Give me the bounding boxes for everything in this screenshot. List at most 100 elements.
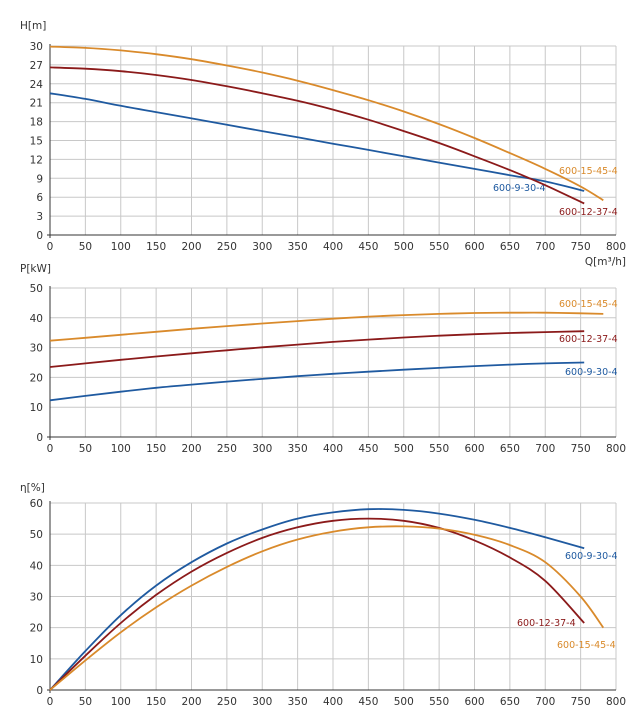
series-line-600-9-30-4 bbox=[49, 361, 585, 402]
series-label-600-9-30-4: 600-9-30-4 bbox=[565, 367, 618, 378]
x-tick-label: 0 bbox=[47, 443, 54, 455]
y-tick-label: 27 bbox=[30, 60, 43, 72]
series-line-600-15-45-4 bbox=[49, 45, 604, 202]
x-tick-label: 600 bbox=[464, 443, 484, 455]
x-tick-label: 750 bbox=[571, 241, 591, 253]
x-tick-label: 500 bbox=[394, 443, 414, 455]
x-tick-label: 300 bbox=[252, 443, 272, 455]
series-line-600-15-45-4 bbox=[49, 311, 604, 342]
y-tick-label: 24 bbox=[30, 79, 44, 91]
y-tick-label: 30 bbox=[30, 343, 43, 355]
x-tick-label: 700 bbox=[535, 443, 555, 455]
y-tick-label: 10 bbox=[30, 654, 43, 666]
x-tick-label: 750 bbox=[571, 443, 591, 455]
grid-lines bbox=[50, 502, 617, 690]
x-tick-label: 650 bbox=[500, 696, 520, 708]
x-axis-title: Q[m³/h] bbox=[585, 256, 626, 268]
x-tick-label: 0 bbox=[47, 241, 54, 253]
axes bbox=[47, 501, 616, 693]
y-tick-label: 10 bbox=[30, 402, 43, 414]
x-tick-label: 50 bbox=[79, 696, 92, 708]
series-label-600-15-45-4: 600-15-45-4 bbox=[559, 166, 618, 177]
series-label-600-15-45-4: 600-15-45-4 bbox=[557, 640, 616, 651]
x-tick-label: 250 bbox=[217, 696, 237, 708]
y-tick-label: 18 bbox=[30, 117, 43, 129]
x-tick-label: 400 bbox=[323, 241, 343, 253]
x-tick-label: 700 bbox=[535, 696, 555, 708]
x-tick-label: 650 bbox=[500, 443, 520, 455]
series-line-600-15-45-4 bbox=[49, 525, 605, 691]
series-label-600-12-37-4: 600-12-37-4 bbox=[517, 618, 576, 629]
y-tick-label: 21 bbox=[30, 98, 43, 110]
x-tick-label: 200 bbox=[181, 241, 201, 253]
grid-lines bbox=[50, 45, 617, 235]
y-tick-label: 30 bbox=[30, 41, 43, 53]
x-tick-label: 500 bbox=[394, 696, 414, 708]
x-tick-label: 450 bbox=[358, 696, 378, 708]
series-label-600-12-37-4: 600-12-37-4 bbox=[559, 207, 618, 218]
x-tick-label: 800 bbox=[606, 241, 626, 253]
x-tick-label: 350 bbox=[288, 696, 308, 708]
x-tick-label: 100 bbox=[111, 443, 131, 455]
y-tick-label: 50 bbox=[30, 283, 43, 295]
y-tick-label: 6 bbox=[36, 192, 43, 204]
x-tick-label: 100 bbox=[111, 696, 131, 708]
x-tick-label: 300 bbox=[252, 241, 272, 253]
y-tick-label: 40 bbox=[30, 313, 43, 325]
series-line-600-12-37-4 bbox=[49, 330, 585, 368]
x-tick-label: 50 bbox=[79, 241, 92, 253]
y-tick-label: 60 bbox=[30, 498, 43, 510]
grid-lines bbox=[50, 287, 617, 437]
axes bbox=[47, 286, 616, 440]
x-tick-label: 200 bbox=[181, 696, 201, 708]
x-tick-label: 150 bbox=[146, 443, 166, 455]
axes bbox=[47, 44, 616, 238]
y-tick-label: 30 bbox=[30, 592, 43, 604]
x-tick-label: 350 bbox=[288, 443, 308, 455]
y-tick-label: 0 bbox=[36, 230, 43, 242]
series-label-600-9-30-4: 600-9-30-4 bbox=[493, 183, 546, 194]
series-line-600-9-30-4 bbox=[49, 508, 585, 691]
y-tick-label: 20 bbox=[30, 372, 43, 384]
x-tick-label: 150 bbox=[146, 696, 166, 708]
y-tick-label: 3 bbox=[36, 211, 43, 223]
x-tick-label: 400 bbox=[323, 443, 343, 455]
y-tick-label: 50 bbox=[30, 529, 43, 541]
x-tick-label: 150 bbox=[146, 241, 166, 253]
x-tick-label: 500 bbox=[394, 241, 414, 253]
x-tick-label: 50 bbox=[79, 443, 92, 455]
x-tick-label: 200 bbox=[181, 443, 201, 455]
x-tick-label: 750 bbox=[571, 696, 591, 708]
y-tick-label: 20 bbox=[30, 623, 43, 635]
x-tick-label: 350 bbox=[288, 241, 308, 253]
y-axis-title: H[m] bbox=[20, 20, 46, 32]
x-tick-label: 650 bbox=[500, 241, 520, 253]
x-tick-label: 450 bbox=[358, 443, 378, 455]
y-tick-label: 40 bbox=[30, 560, 43, 572]
x-tick-label: 250 bbox=[217, 443, 237, 455]
x-tick-label: 100 bbox=[111, 241, 131, 253]
x-tick-label: 0 bbox=[47, 696, 54, 708]
series-label-600-9-30-4: 600-9-30-4 bbox=[565, 551, 618, 562]
x-tick-label: 550 bbox=[429, 696, 449, 708]
y-tick-label: 15 bbox=[30, 136, 43, 148]
y-tick-label: 0 bbox=[36, 432, 43, 444]
x-tick-label: 550 bbox=[429, 241, 449, 253]
series-line-600-12-37-4 bbox=[49, 66, 585, 205]
series-label-600-15-45-4: 600-15-45-4 bbox=[559, 299, 618, 310]
x-tick-label: 450 bbox=[358, 241, 378, 253]
y-tick-label: 12 bbox=[30, 154, 43, 166]
y-axis-title: η[%] bbox=[20, 482, 45, 494]
x-tick-label: 600 bbox=[464, 241, 484, 253]
x-tick-label: 250 bbox=[217, 241, 237, 253]
x-tick-label: 700 bbox=[535, 241, 555, 253]
x-tick-label: 550 bbox=[429, 443, 449, 455]
x-tick-label: 800 bbox=[606, 696, 626, 708]
series-label-600-12-37-4: 600-12-37-4 bbox=[559, 334, 618, 345]
x-tick-label: 800 bbox=[606, 443, 626, 455]
